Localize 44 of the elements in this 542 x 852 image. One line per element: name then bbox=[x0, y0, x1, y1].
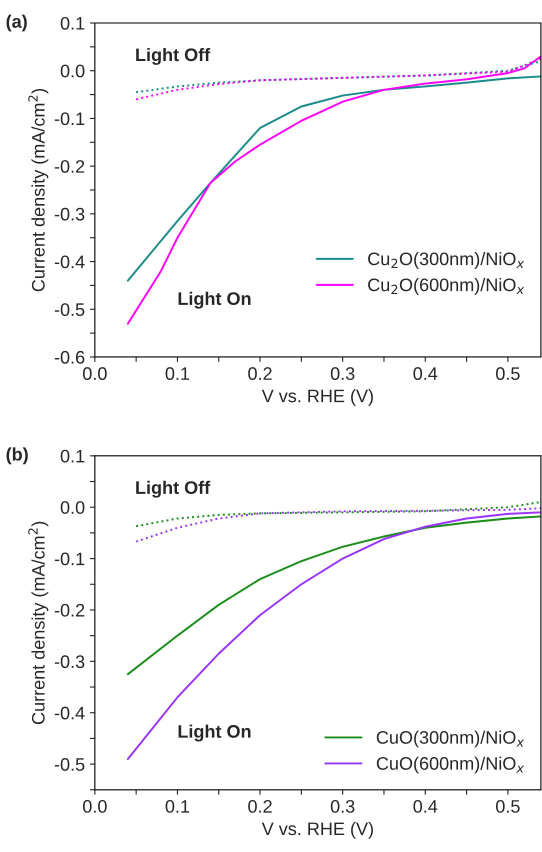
x-tick-label: 0.3 bbox=[330, 800, 354, 813]
annotation: Light On bbox=[178, 724, 250, 742]
x-tick-label: 0.0 bbox=[83, 800, 107, 813]
y-axis-title: Current density (mA/cm$^{2}$) bbox=[28, 88, 48, 292]
line-series bbox=[135, 501, 541, 528]
x-tick-label: 0.1 bbox=[166, 367, 190, 380]
legend-label: CuO(600nm)/NiO$_{x}$ bbox=[376, 756, 524, 774]
x-axis-title: V vs. RHE (V) bbox=[262, 822, 373, 839]
y-tick-label: -0.3 bbox=[54, 208, 84, 221]
line-series bbox=[126, 515, 541, 676]
y-tick-label: -0.3 bbox=[54, 655, 84, 668]
y-tick-label: -0.6 bbox=[54, 350, 84, 364]
x-tick-label: 0.4 bbox=[413, 367, 438, 380]
x-tick-label: 0.4 bbox=[413, 800, 438, 813]
y-tick-label: 0.0 bbox=[60, 501, 84, 514]
y-tick-label: -0.5 bbox=[54, 758, 84, 771]
x-tick-label: 0.3 bbox=[330, 367, 354, 380]
y-axis-title: Current density (mA/cm$^{2}$) bbox=[28, 522, 48, 724]
y-tick-label: 0.1 bbox=[60, 16, 84, 30]
x-tick-label: 0.5 bbox=[496, 800, 520, 813]
y-tick-label: 0.0 bbox=[60, 64, 84, 78]
y-tick-label: -0.2 bbox=[54, 160, 84, 173]
y-tick-label: -0.1 bbox=[54, 552, 84, 566]
y-tick-label: -0.4 bbox=[54, 256, 85, 268]
x-tick-label: 0.5 bbox=[496, 367, 520, 380]
y-tick-label: -0.2 bbox=[54, 604, 84, 617]
legend-label: Cu$_{2}$O(600nm)/NiO$_{x}$ bbox=[368, 278, 524, 295]
x-axis-title: V vs. RHE (V) bbox=[262, 389, 373, 406]
x-tick-label: 0.2 bbox=[248, 800, 272, 813]
y-tick-label: -0.5 bbox=[54, 303, 84, 316]
chart-title: (a) bbox=[6, 14, 27, 32]
line-series bbox=[135, 507, 541, 543]
annotation: Light Off bbox=[136, 480, 210, 498]
legend-label: Cu$_{2}$O(300nm)/NiO$_{x}$ bbox=[368, 252, 524, 269]
x-tick-label: 0.0 bbox=[83, 367, 107, 380]
chart-title: (b) bbox=[6, 447, 28, 464]
annotation: Light On bbox=[178, 292, 250, 309]
legend-label: CuO(300nm)/NiO$_{x}$ bbox=[376, 730, 524, 748]
x-tick-label: 0.1 bbox=[166, 800, 190, 813]
y-tick-label: -0.4 bbox=[54, 706, 85, 720]
annotation: Light Off bbox=[136, 48, 210, 65]
y-tick-label: -0.1 bbox=[54, 112, 84, 126]
y-tick-label: 0.1 bbox=[60, 450, 84, 463]
x-tick-label: 0.2 bbox=[248, 367, 272, 380]
